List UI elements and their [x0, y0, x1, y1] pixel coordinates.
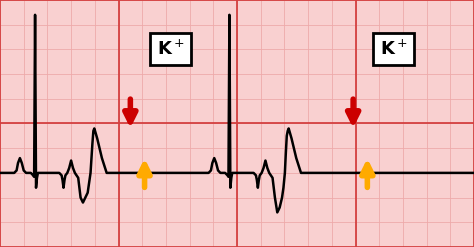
Text: K$^+$: K$^+$ — [380, 40, 407, 59]
Text: K$^+$: K$^+$ — [157, 40, 184, 59]
